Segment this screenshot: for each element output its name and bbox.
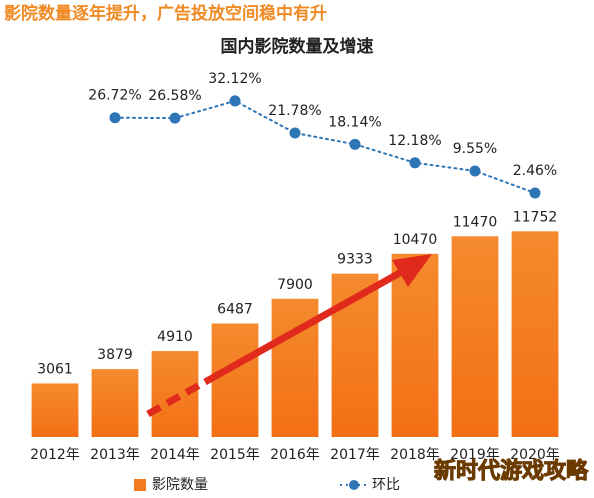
trend-point	[169, 112, 181, 124]
legend-label: 影院数量	[152, 477, 208, 493]
bar-value-label: 11470	[453, 214, 498, 230]
arrow-shaft	[203, 266, 407, 386]
legend-label: 环比	[372, 477, 400, 493]
bar	[451, 236, 499, 437]
x-tick-label: 2020年	[510, 447, 560, 463]
chart-title: 国内影院数量及增速	[221, 36, 374, 57]
trend-point	[529, 187, 541, 199]
bar	[211, 323, 259, 437]
x-tick-label: 2013年	[90, 447, 140, 463]
point-value-label: 9.55%	[453, 141, 497, 157]
bar-value-label: 3061	[37, 361, 73, 377]
point-value-label: 26.72%	[88, 88, 141, 104]
x-tick-label: 2017年	[330, 447, 380, 463]
bar-value-label: 3879	[97, 347, 133, 363]
point-value-label: 18.14%	[328, 114, 381, 130]
watermark: 新时代游戏攻略	[434, 458, 589, 484]
point-value-label: 21.78%	[268, 103, 321, 119]
x-tick-label: 2012年	[30, 447, 80, 463]
bar-value-label: 7900	[277, 277, 313, 293]
header: 影院数量逐年提升，广告投放空间稳中有升	[4, 3, 327, 24]
bar	[31, 383, 79, 437]
bar	[91, 369, 139, 437]
trend-point	[229, 95, 241, 107]
trend-point	[109, 112, 121, 124]
trend-arrow	[146, 254, 432, 418]
bar-value-label: 4910	[157, 329, 193, 345]
x-tick-label: 2018年	[390, 447, 440, 463]
legend: 影院数量 环比	[134, 477, 400, 493]
x-tick-label: 2019年	[450, 447, 500, 463]
x-tick-label: 2015年	[210, 447, 260, 463]
trend-point	[409, 157, 421, 169]
point-value-label: 12.18%	[388, 133, 441, 149]
point-value-label: 2.46%	[513, 163, 557, 179]
arrow-head	[392, 254, 432, 287]
plot: 2012年 2013年 2014年 2015年 2016年 2017年 2018年 2019年…	[30, 71, 560, 463]
legend-swatch	[134, 479, 146, 491]
point-value-label: 32.12%	[208, 71, 261, 87]
bar-value-label: 11752	[513, 209, 558, 225]
bar-value-label: 6487	[217, 301, 253, 317]
bar-value-label: 10470	[393, 232, 438, 248]
x-tick-label: 2014年	[150, 447, 200, 463]
legend-dot	[349, 480, 359, 490]
bar	[391, 253, 439, 437]
arrow-dash	[146, 378, 207, 418]
trend-point	[469, 165, 481, 177]
point-value-label: 26.58%	[148, 88, 201, 104]
bar-value-label: 9333	[337, 252, 373, 268]
bar	[151, 351, 199, 437]
trend-point	[289, 127, 301, 139]
trend-point	[349, 138, 361, 150]
x-tick-label: 2016年	[270, 447, 320, 463]
bar	[511, 231, 559, 437]
